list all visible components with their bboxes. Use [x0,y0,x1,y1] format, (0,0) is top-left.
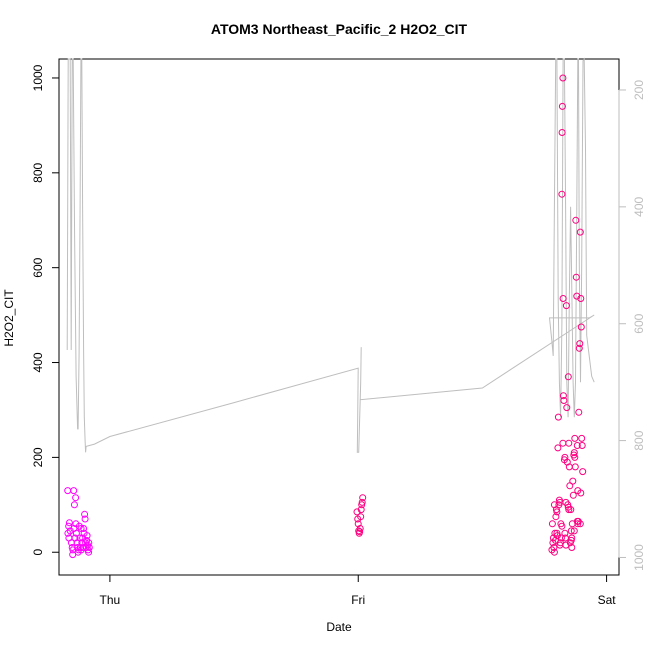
data-point [558,102,566,110]
data-point [576,228,584,236]
data-point [356,525,364,532]
data-point [70,487,78,495]
data-point [565,439,573,447]
data-point [83,536,91,544]
data-point [563,404,571,412]
data-point [65,519,73,527]
y-tick-label: 800 [31,162,45,182]
data-point [570,449,578,457]
data-point [577,295,585,302]
data-point [559,295,567,302]
y-axis-label: H2O2_CIT [2,289,16,347]
data-point [554,413,562,421]
data-point [576,520,584,528]
data-point [354,520,362,528]
data-point [353,508,361,516]
data-point [573,442,581,449]
data-point [553,508,561,516]
data-point [72,494,80,502]
data-point [72,520,80,528]
data-point [579,468,587,476]
data-point [554,444,562,452]
data-point [572,273,580,281]
y2-tick-label: 200 [632,80,646,100]
data-point [577,489,585,497]
data-point [550,501,558,509]
data-point [561,529,569,537]
y-tick-label: 0 [31,549,45,556]
data-point [64,487,72,495]
data-point [357,513,365,521]
y2-tick-label: 600 [632,313,646,333]
data-point [569,477,577,485]
data-point [357,506,365,514]
data-point [571,463,579,471]
data-point [559,439,567,447]
data-point [561,453,569,461]
data-point [76,534,84,542]
data-point [572,216,580,224]
data-point [557,534,565,542]
data-point [569,491,577,499]
data-point [576,340,584,348]
x-tick-label: Sat [598,593,617,607]
data-point [559,392,567,400]
data-point [85,539,93,547]
data-point [575,408,583,416]
chart-title: ATOM3 Northeast_Pacific_2 H2O2_CIT [211,21,468,37]
data-point [568,544,576,551]
data-point [559,74,567,82]
data-point [571,434,579,442]
axes-layer: 0 200 400 600 800 1000 200 400 600 800 1000 Thu Fri S… [31,64,646,607]
x-tick-label: Fri [351,593,365,607]
data-point [553,529,561,537]
data-point [552,513,560,521]
y-tick-label: 600 [31,257,45,277]
data-point [72,529,80,537]
data-point [80,525,88,532]
data-point [64,529,72,537]
data-point [83,532,91,540]
y2-tick-label: 1000 [632,544,646,571]
data-point [558,190,566,198]
series-layer [64,57,595,559]
data-point [570,527,578,535]
data-point [558,522,566,530]
data-point [550,544,558,551]
data-point [356,528,364,536]
data-point [562,302,570,310]
y2-tick-label: 400 [632,196,646,216]
x-axis-label: Date [326,620,352,634]
data-point [571,453,579,461]
data-point [564,373,572,381]
data-point [85,548,93,556]
data-point [81,515,89,523]
plot-frame [58,58,620,576]
y2-tick-label: 800 [632,430,646,450]
data-point [560,397,568,404]
y-tick-label: 200 [31,447,45,467]
data-point [567,527,575,535]
data-point [558,129,566,136]
data-point [548,520,556,528]
y-tick-label: 1000 [31,64,45,91]
data-point [575,344,583,352]
data-point [556,541,564,549]
data-point [567,536,575,544]
data-point [70,501,78,509]
data-point [81,510,89,518]
data-point [578,442,586,449]
data-point [578,434,586,442]
data-point [564,503,572,511]
data-point [577,323,585,331]
data-point [66,527,74,535]
data-point [85,544,93,551]
data-point [358,498,366,506]
data-point [359,494,367,502]
y-tick-label: 400 [31,352,45,372]
data-point [550,548,558,556]
series-line-0 [66,57,595,453]
x-tick-label: Thu [100,593,121,607]
